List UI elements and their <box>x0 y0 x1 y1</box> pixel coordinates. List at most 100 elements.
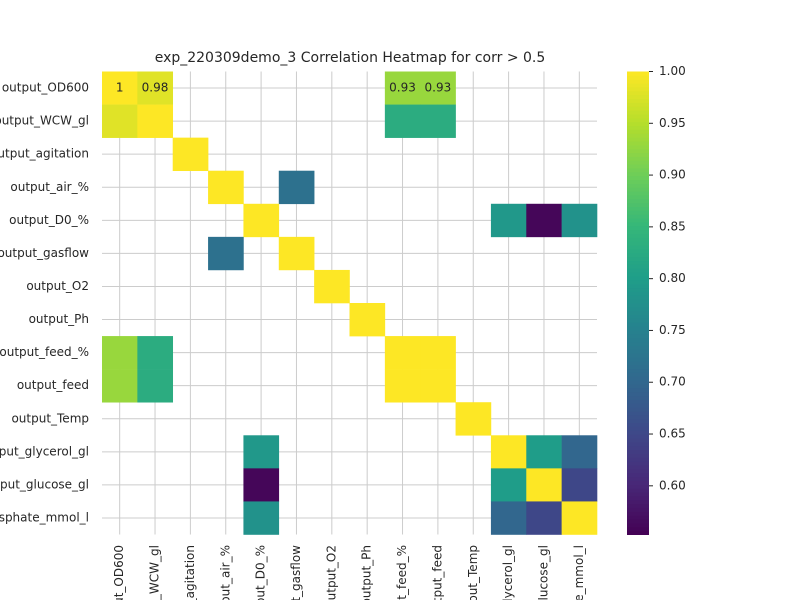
x-tick-label: output_agitation <box>183 545 197 600</box>
colorbar-tick-label: 1.00 <box>659 64 686 78</box>
x-tick-label: output_WCW_gl <box>148 545 162 600</box>
y-tick-label: output_feed_% <box>0 345 89 359</box>
y-tick-label: output_glucose_gl <box>0 477 89 491</box>
colorbar-segment <box>627 337 649 343</box>
colorbar-segment <box>627 75 649 80</box>
colorbar-segment <box>627 183 649 188</box>
colorbar-segment <box>627 353 649 358</box>
colorbar-segment <box>627 248 649 254</box>
heatmap-cell <box>455 402 492 436</box>
colorbar-segment <box>627 322 649 327</box>
heatmap-cell <box>490 501 527 535</box>
colorbar-segment <box>627 306 649 312</box>
colorbar-segment <box>627 434 649 439</box>
y-tick-label: output_WCW_gl <box>0 114 89 128</box>
colorbar-segment <box>627 117 649 123</box>
heatmap-cell <box>102 369 138 403</box>
colorbar-segment <box>627 384 649 389</box>
heatmap-cell <box>420 369 456 403</box>
colorbar-segment <box>627 349 649 354</box>
chart-title: exp_220309demo_3 Correlation Heatmap for… <box>155 50 546 66</box>
colorbar-segment <box>627 237 649 242</box>
colorbar-segment <box>627 422 649 427</box>
colorbar-segment <box>627 218 649 223</box>
colorbar-segment <box>627 341 649 346</box>
colorbar-tick-label: 0.90 <box>659 168 686 182</box>
colorbar-tick-label: 0.75 <box>659 323 686 337</box>
heatmap-cell <box>526 468 562 502</box>
colorbar-segment <box>627 461 649 466</box>
colorbar-segment <box>627 175 649 181</box>
colorbar-segment <box>627 391 649 397</box>
colorbar-segment <box>627 387 649 393</box>
heatmap-cell <box>243 468 280 502</box>
colorbar-segment <box>627 492 649 497</box>
colorbar-segment <box>627 283 649 289</box>
heatmap-cell <box>314 269 350 304</box>
heatmap-cell <box>137 336 174 370</box>
y-tick-label: output_D0_% <box>9 213 89 227</box>
colorbar-segment <box>627 129 649 134</box>
colorbar-segment <box>627 133 649 138</box>
colorbar-segment <box>627 414 649 420</box>
colorbar-segment <box>627 476 649 481</box>
x-tick-label: output_glucose_gl <box>536 545 550 600</box>
colorbar-segment <box>627 252 649 258</box>
colorbar-segment <box>627 233 649 238</box>
colorbar-segment <box>627 152 649 157</box>
colorbar-segment <box>627 164 649 169</box>
y-tick-label: output_agitation <box>0 147 89 161</box>
colorbar-segment <box>627 441 649 447</box>
x-tick-label: output_glycerol_gl <box>501 545 515 600</box>
colorbar-segment <box>627 445 649 451</box>
colorbar-segment <box>627 418 649 424</box>
colorbar-segment <box>627 360 649 366</box>
colorbar-segment <box>627 121 649 127</box>
heatmap-cell <box>561 435 598 469</box>
heatmap-cell <box>278 170 315 205</box>
x-tick-label: output_OD600 <box>112 545 126 600</box>
colorbar-segment <box>627 245 649 250</box>
y-tick-label: output_Ph <box>29 312 89 326</box>
colorbar-segment <box>627 156 649 161</box>
y-tick-label: output_air_% <box>10 180 89 194</box>
colorbar-segment <box>627 395 649 400</box>
colorbar-segment <box>627 499 649 505</box>
colorbar-segment <box>627 287 649 292</box>
heatmap-cell <box>384 104 421 138</box>
colorbar-segment <box>627 403 649 408</box>
heatmap-cell <box>384 369 421 403</box>
y-tick-label: output_glycerol_gl <box>0 444 89 458</box>
heatmap-cell <box>420 71 456 105</box>
colorbar-tick-label: 0.95 <box>659 116 686 130</box>
colorbar-tick-label: 0.60 <box>659 478 686 492</box>
colorbar-tick-label: 0.80 <box>659 271 686 285</box>
y-tick-label: output_feed <box>17 378 89 392</box>
colorbar-segment <box>627 507 649 512</box>
colorbar-segment <box>627 333 649 339</box>
colorbar-segment <box>627 310 649 316</box>
colorbar-segment <box>627 148 649 154</box>
heatmap-cell <box>420 336 456 370</box>
colorbar-segment <box>627 299 649 304</box>
heatmap-cell <box>490 468 527 502</box>
colorbar-segment <box>627 314 649 319</box>
heatmap-cell <box>137 71 174 105</box>
colorbar-segment <box>627 260 649 265</box>
colorbar-segment <box>627 407 649 412</box>
colorbar-segment <box>627 221 649 227</box>
heatmap-cell <box>384 336 421 370</box>
value-label: 0.93 <box>425 81 452 95</box>
colorbar-segment <box>627 345 649 350</box>
colorbar-segment <box>627 210 649 215</box>
colorbar-tick-label: 0.85 <box>659 219 686 233</box>
colorbar-segment <box>627 113 649 119</box>
y-tick-label: output_O2 <box>26 279 89 293</box>
colorbar-segment <box>627 191 649 196</box>
colorbar-segment <box>627 198 649 204</box>
colorbar-segment <box>627 179 649 184</box>
colorbar-segment <box>627 368 649 373</box>
heatmap-cell <box>208 170 244 205</box>
colorbar-tick-label: 0.65 <box>659 427 686 441</box>
heatmap-cell <box>526 203 562 238</box>
